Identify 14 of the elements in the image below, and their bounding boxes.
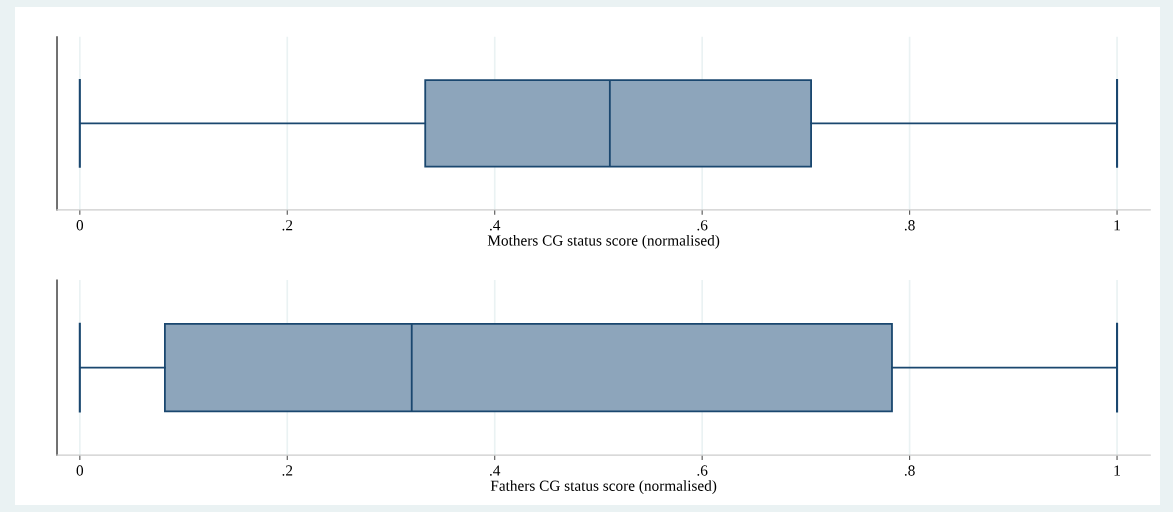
x-tick-label: 0	[76, 465, 84, 476]
x-tick-label: 0	[76, 220, 84, 231]
x-axis-title: Mothers CG status score (normalised)	[487, 234, 720, 249]
x-tick-label: .2	[282, 220, 293, 231]
x-tick-label: .2	[282, 465, 293, 476]
x-tick-label: 1	[1114, 220, 1120, 231]
x-tick-label: .8	[904, 465, 915, 476]
x-tick-label: .6	[697, 465, 708, 476]
x-tick-label: .8	[904, 220, 915, 231]
x-tick-label: .4	[490, 220, 501, 231]
x-axis-title: Fathers CG status score (normalised)	[490, 480, 717, 494]
x-tick-label: .4	[490, 465, 501, 476]
x-tick-label: .6	[697, 220, 708, 231]
x-tick-label: 1	[1114, 465, 1120, 476]
